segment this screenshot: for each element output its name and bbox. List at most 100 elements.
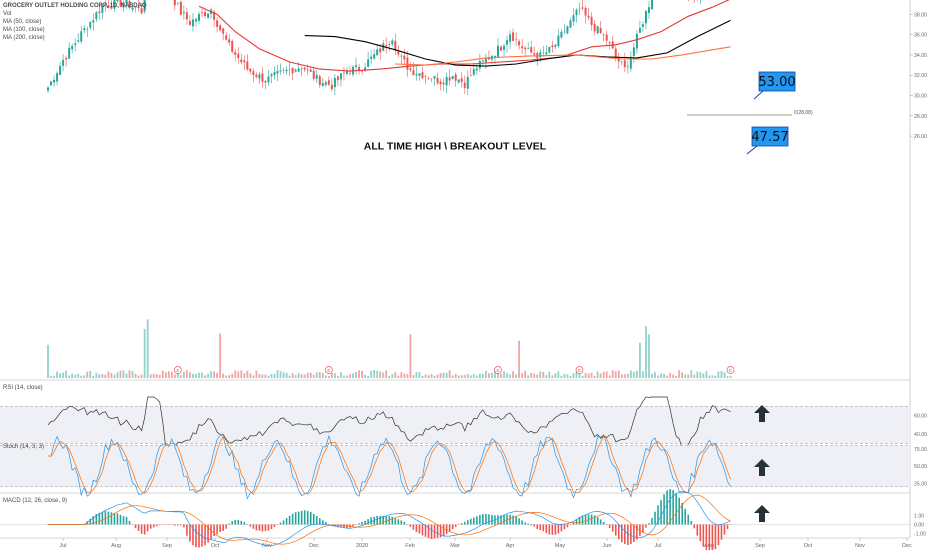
macd-hist-bar — [262, 525, 264, 532]
volume-bar — [228, 375, 230, 378]
volume-bar — [681, 372, 683, 378]
volume-bar — [252, 375, 254, 378]
macd-hist-bar — [533, 525, 535, 527]
macd-hist-bar — [428, 525, 430, 538]
volume-bar — [352, 373, 354, 378]
volume-bar — [231, 374, 233, 378]
candle-body — [222, 28, 224, 33]
candle-body — [415, 74, 417, 75]
stoch-band — [0, 445, 910, 486]
candle-body — [443, 83, 445, 85]
candle-body — [216, 20, 218, 27]
macd-hist-bar — [666, 490, 668, 524]
volume-bar — [295, 375, 297, 378]
macd-hist-bar — [129, 521, 131, 524]
candle-body — [603, 35, 605, 36]
volume-bar — [485, 371, 487, 378]
volume-bar — [56, 372, 58, 378]
breakout-label: ALL TIME HIGH \ BREAKOUT LEVEL — [364, 141, 547, 153]
volume-bar — [452, 375, 454, 378]
volume-bar — [367, 376, 369, 378]
candle-body — [307, 70, 309, 71]
candle-body — [322, 83, 324, 86]
volume-bar — [382, 373, 384, 378]
candle-body — [310, 70, 312, 72]
volume-bar — [174, 374, 176, 378]
candle-body — [566, 27, 568, 34]
candle-body — [292, 68, 294, 74]
candle-body — [186, 12, 188, 19]
volume-bar — [156, 374, 158, 378]
candle-body — [627, 67, 629, 68]
volume-bar — [361, 371, 363, 378]
volume-bar — [696, 372, 698, 378]
macd-hist-bar — [416, 525, 418, 532]
candle-body — [301, 69, 303, 70]
volume-bar — [50, 376, 52, 378]
volume-bar — [319, 372, 321, 378]
volume-bar — [702, 374, 704, 378]
time-tick-label: Dec — [902, 543, 912, 549]
time-tick-label: Feb — [405, 543, 414, 549]
earnings-marker-letter: E — [729, 368, 732, 373]
candle-body — [346, 71, 348, 73]
macd-hist-bar — [358, 523, 360, 524]
volume-bar — [117, 372, 119, 378]
volume-bar — [440, 373, 442, 378]
volume-bar — [669, 373, 671, 378]
candle-body — [367, 59, 369, 66]
macd-hist-bar — [645, 525, 647, 528]
macd-hist-bar — [585, 515, 587, 525]
macd-hist-bar — [316, 516, 318, 525]
macd-hist-bar — [404, 522, 406, 525]
volume-bar — [672, 375, 674, 378]
volume-bar — [298, 373, 300, 378]
macd-hist-bar — [352, 525, 354, 527]
candle-body — [62, 60, 64, 66]
macd-hist-bar — [558, 525, 560, 534]
volume-bar — [446, 373, 448, 378]
volume-bar — [582, 376, 584, 378]
candle-body — [597, 26, 599, 33]
candle-body — [446, 77, 448, 85]
candle-body — [240, 60, 242, 63]
volume-bar — [385, 371, 387, 378]
macd-hist-bar — [549, 525, 551, 535]
macd-hist-bar — [600, 520, 602, 525]
volume-bar — [482, 374, 484, 378]
volume-bar — [349, 374, 351, 378]
volume-bar — [304, 375, 306, 378]
macd-hist-bar — [461, 523, 463, 524]
macd-hist-bar — [443, 525, 445, 537]
candle-body — [174, 0, 176, 5]
volume-bar — [123, 370, 125, 378]
volume-bar — [95, 373, 97, 378]
candle-body — [295, 70, 297, 72]
volume-bar — [183, 372, 185, 378]
volume-bar — [512, 371, 514, 378]
volume-bar — [413, 375, 415, 378]
macd-hist-bar — [391, 517, 393, 525]
volume-bar — [313, 375, 315, 378]
macd-tick-label: 1.00 — [914, 514, 924, 520]
volume-bar — [225, 375, 227, 378]
candle-body — [542, 53, 544, 54]
candle-body — [56, 73, 58, 81]
macd-hist-bar — [398, 519, 400, 524]
macd-hist-bar — [524, 522, 526, 524]
volume-bar — [322, 373, 324, 378]
volume-bar — [663, 374, 665, 378]
candle-body — [331, 85, 333, 89]
candle-body — [545, 52, 547, 54]
macd-hist-bar — [250, 525, 252, 527]
rsi-band — [0, 406, 910, 443]
volume-bar — [98, 374, 100, 378]
macd-hist-bar — [147, 525, 149, 532]
volume-bar — [222, 374, 224, 378]
macd-hist-bar — [237, 520, 239, 525]
time-tick-label: Jul — [654, 543, 661, 549]
volume-bar — [376, 371, 378, 378]
macd-hist-bar — [618, 525, 620, 540]
volume-bar — [80, 376, 82, 378]
